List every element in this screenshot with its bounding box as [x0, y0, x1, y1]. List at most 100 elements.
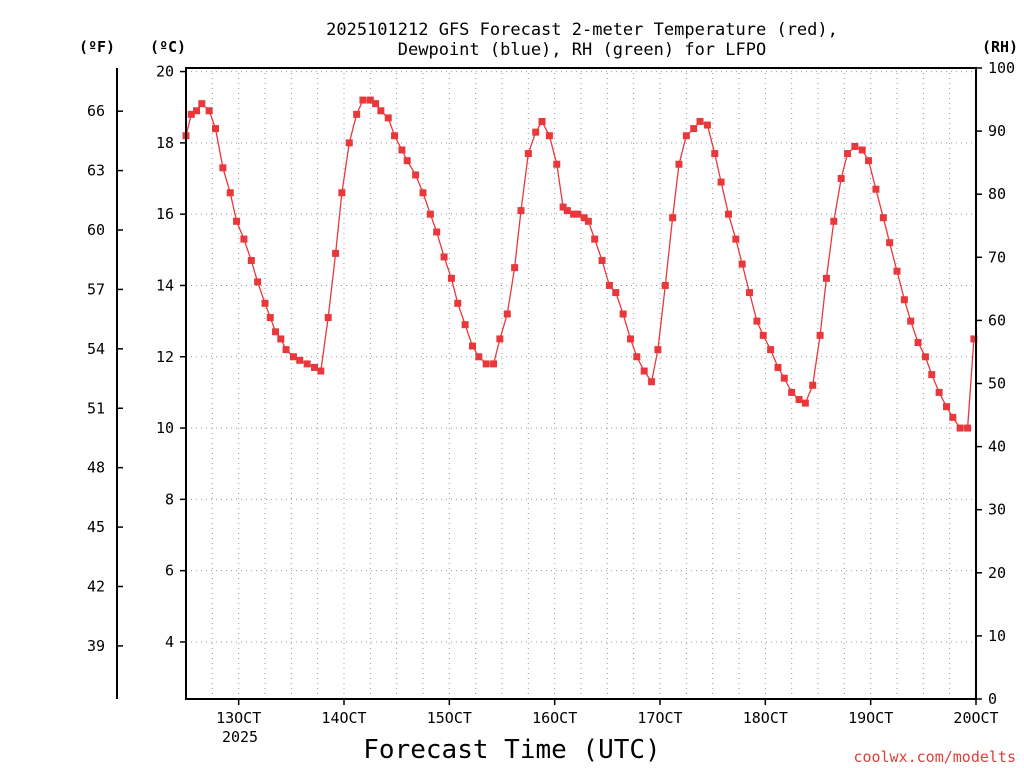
data-point: [426, 210, 434, 218]
data-point: [921, 353, 929, 361]
celsius-tick-label: 8: [165, 490, 174, 508]
x-tick-label: 17OCT: [637, 709, 682, 727]
data-point: [469, 342, 477, 350]
data-point: [496, 335, 504, 343]
data-point: [964, 424, 972, 432]
data-point: [774, 363, 782, 371]
data-point: [619, 310, 627, 318]
data-point: [277, 335, 285, 343]
rh-tick-label: 100: [988, 59, 1015, 77]
celsius-tick-label: 14: [156, 276, 174, 294]
data-point: [935, 388, 943, 396]
data-point: [454, 299, 462, 307]
data-point: [661, 281, 669, 289]
fahrenheit-tick-label: 42: [87, 578, 105, 596]
x-tick-label: 15OCT: [427, 709, 472, 727]
x-year-label: 2025: [222, 728, 258, 746]
data-point: [949, 413, 957, 421]
data-point: [682, 132, 690, 140]
rh-unit-label: (RH): [982, 38, 1018, 56]
data-point: [943, 403, 951, 411]
data-point: [447, 274, 455, 282]
data-point: [266, 314, 274, 322]
data-point: [886, 239, 894, 247]
fahrenheit-tick-label: 48: [87, 459, 105, 477]
rh-tick-label: 60: [988, 311, 1006, 329]
data-point: [563, 207, 571, 215]
rh-tick-label: 90: [988, 122, 1006, 140]
data-point: [553, 160, 561, 168]
data-point: [289, 353, 297, 361]
fahrenheit-tick-label: 54: [87, 340, 105, 358]
data-point: [187, 110, 195, 118]
data-point: [517, 207, 525, 215]
data-point: [759, 331, 767, 339]
data-point: [559, 203, 567, 211]
data-point: [696, 117, 704, 125]
data-point: [532, 128, 540, 136]
data-point: [359, 96, 367, 104]
data-point: [490, 360, 498, 368]
data-point: [584, 217, 592, 225]
data-point: [717, 178, 725, 186]
data-series: [182, 96, 978, 432]
data-point: [574, 210, 582, 218]
data-point: [372, 100, 380, 108]
data-point: [654, 346, 662, 354]
chart-title: 2025101212 GFS Forecast 2-meter Temperat…: [326, 20, 838, 40]
fahrenheit-tick-label: 66: [87, 102, 105, 120]
rh-tick-label: 30: [988, 501, 1006, 519]
data-point: [732, 235, 740, 243]
celsius-tick-label: 18: [156, 134, 174, 152]
data-point: [640, 367, 648, 375]
data-point: [482, 360, 490, 368]
data-point: [391, 132, 399, 140]
data-point: [353, 110, 361, 118]
data-point: [879, 214, 887, 222]
x-tick-label: 20OCT: [953, 709, 998, 727]
x-tick-label: 16OCT: [532, 709, 577, 727]
data-point: [338, 189, 346, 197]
fahrenheit-tick-label: 45: [87, 518, 105, 536]
data-point: [724, 210, 732, 218]
data-point: [598, 257, 606, 265]
data-point: [403, 157, 411, 165]
data-point: [865, 157, 873, 165]
data-point: [780, 374, 788, 382]
grid: [186, 68, 976, 699]
data-point: [419, 189, 427, 197]
data-point: [366, 96, 374, 104]
data-point: [440, 253, 448, 261]
data-point: [303, 360, 311, 368]
data-point: [690, 125, 698, 133]
fahrenheit-tick-label: 51: [87, 399, 105, 417]
data-point: [627, 335, 635, 343]
data-point: [311, 363, 319, 371]
data-point: [254, 278, 262, 286]
data-point: [261, 299, 269, 307]
rh-tick-label: 10: [988, 627, 1006, 645]
data-point: [956, 424, 964, 432]
rh-tick-label: 20: [988, 564, 1006, 582]
data-point: [503, 310, 511, 318]
data-point: [384, 114, 392, 122]
axis-ticks: 13OCT 14OCT 15OCT 16OCT 17OCT 18OCT 19OCT 20OCT…: [87, 59, 1015, 727]
data-point: [703, 121, 711, 129]
data-point: [247, 257, 255, 265]
data-point: [240, 235, 248, 243]
data-point: [545, 132, 553, 140]
data-point: [788, 388, 796, 396]
data-point: [219, 164, 227, 172]
fahrenheit-tick-label: 60: [87, 221, 105, 239]
data-point: [795, 396, 803, 404]
data-point: [324, 314, 332, 322]
data-point: [233, 217, 241, 225]
data-point: [377, 107, 385, 115]
celsius-tick-label: 20: [156, 63, 174, 81]
data-point: [272, 328, 280, 336]
data-point: [345, 139, 353, 147]
data-point: [900, 296, 908, 304]
data-point: [193, 107, 201, 115]
data-point: [332, 249, 340, 257]
data-point: [475, 353, 483, 361]
